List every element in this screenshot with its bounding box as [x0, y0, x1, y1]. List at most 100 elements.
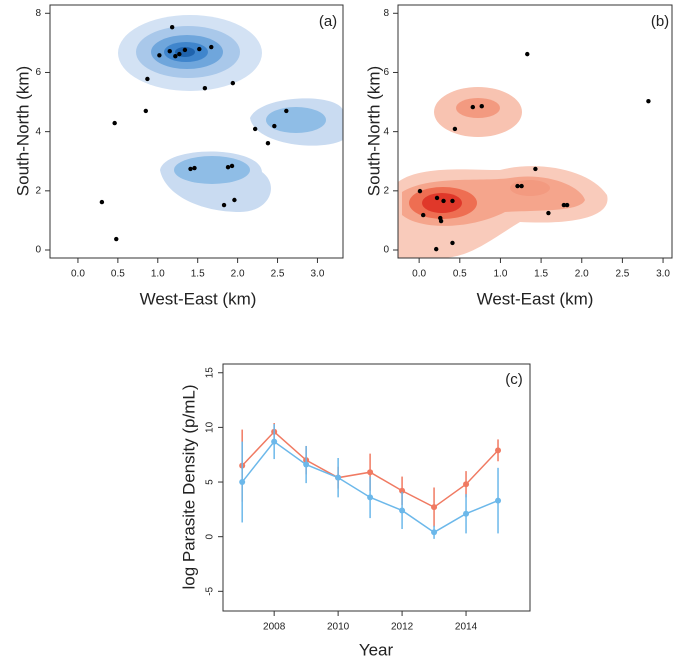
density-contours-a	[118, 15, 343, 212]
y-tick-label: 4	[383, 126, 389, 137]
y-tick-label: 8	[383, 8, 389, 19]
point	[399, 507, 406, 514]
point	[367, 469, 374, 476]
point	[525, 51, 530, 57]
point	[399, 487, 406, 494]
x-tick-label: 0.5	[453, 269, 467, 280]
x-tick-label: 2.0	[575, 269, 589, 280]
point	[99, 199, 105, 205]
y-tick-label: 8	[35, 8, 41, 19]
point	[417, 188, 423, 194]
point	[232, 197, 237, 203]
point	[441, 198, 446, 204]
point	[646, 98, 651, 104]
y-tick-label: 0	[383, 245, 389, 256]
y-axis-label: South-North (km)	[364, 66, 383, 196]
point	[367, 494, 374, 501]
point	[564, 202, 570, 208]
point	[112, 120, 117, 126]
y-axis-label: log Parasite Density (p/mL)	[179, 384, 198, 589]
point	[143, 108, 149, 114]
x-tick-label: 0.0	[71, 269, 85, 280]
point	[495, 447, 502, 454]
y-tick-label: -5	[205, 586, 216, 595]
x-tick-label: 0.5	[111, 269, 125, 280]
point	[434, 246, 439, 252]
point	[173, 53, 178, 59]
point	[265, 140, 271, 146]
plot-frame	[222, 363, 531, 612]
x-tick-label: 3.0	[310, 269, 324, 280]
x-axis-label: West-East (km)	[140, 289, 257, 308]
y-tick-label: 0	[35, 245, 41, 256]
point	[197, 46, 202, 52]
point	[495, 497, 502, 504]
panel-label: (a)	[319, 13, 337, 30]
point	[335, 474, 342, 481]
y-tick-label: 2	[35, 185, 41, 196]
point	[463, 481, 470, 488]
y-tick-label: 6	[383, 67, 389, 78]
point	[284, 108, 289, 114]
point	[225, 164, 231, 170]
point	[438, 218, 444, 224]
point	[421, 212, 426, 218]
point	[515, 183, 520, 189]
point	[188, 166, 193, 172]
point	[157, 53, 162, 58]
point	[470, 104, 476, 110]
point	[209, 44, 214, 50]
point	[177, 51, 182, 57]
y-tick-label: 6	[35, 67, 41, 78]
point	[252, 126, 258, 132]
point	[479, 104, 484, 109]
y-tick-label: 10	[205, 421, 216, 433]
point	[463, 510, 470, 517]
x-tick-label: 2010	[327, 622, 350, 633]
x-tick-label: 2.5	[615, 269, 629, 280]
point	[114, 236, 119, 242]
point	[546, 210, 551, 216]
x-tick-label: 0.0	[412, 269, 426, 280]
point	[192, 165, 197, 171]
point	[272, 123, 277, 129]
x-tick-label: 1.5	[191, 269, 205, 280]
point	[519, 183, 524, 189]
point	[450, 240, 455, 246]
point	[145, 76, 150, 82]
y-tick-label: 2	[383, 185, 389, 196]
y-tick-label: 5	[205, 479, 216, 485]
point	[202, 85, 208, 91]
x-axis-label: Year	[359, 640, 394, 659]
x-tick-label: 1.0	[493, 269, 507, 280]
x-axis-label: West-East (km)	[477, 289, 594, 308]
point	[450, 198, 455, 204]
x-tick-label: 1.5	[534, 269, 548, 280]
panel-label: (b)	[651, 13, 669, 30]
y-tick-label: 4	[35, 126, 41, 137]
point	[169, 24, 175, 30]
density-contours-b	[398, 87, 608, 258]
x-tick-label: 1.0	[151, 269, 165, 280]
point	[182, 47, 188, 53]
point	[239, 479, 246, 486]
x-tick-label: 2.0	[231, 269, 245, 280]
y-tick-label: 0	[205, 533, 216, 539]
point	[221, 202, 227, 208]
point	[431, 529, 438, 536]
point	[167, 48, 172, 54]
y-tick-label: 15	[205, 367, 216, 379]
x-tick-label: 2008	[263, 622, 286, 633]
point	[533, 166, 538, 172]
point	[434, 195, 440, 201]
x-tick-label: 2014	[455, 622, 478, 633]
point	[303, 461, 310, 468]
point	[271, 438, 278, 445]
panel-label: (c)	[505, 371, 523, 388]
x-tick-label: 2.5	[271, 269, 285, 280]
point	[561, 202, 567, 208]
point	[452, 126, 458, 132]
point	[431, 504, 438, 511]
